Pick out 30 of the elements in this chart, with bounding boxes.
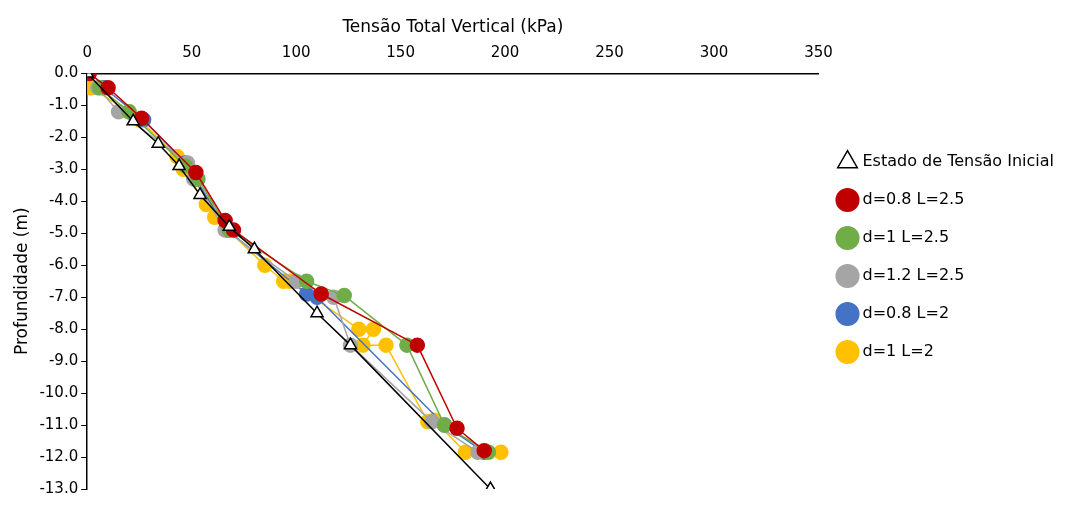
x-tick-label: 200 — [490, 43, 520, 62]
y-tick-label: -9.0 — [48, 351, 79, 370]
y-tick-label: -1.0 — [48, 95, 79, 114]
x-tick-label: 150 — [386, 43, 415, 62]
x-tick-label: 0 — [82, 43, 92, 62]
legend-label: d=1 L=2.5 — [862, 227, 950, 247]
y-tick-label: -7.0 — [48, 287, 79, 306]
x-tick-label: 100 — [281, 43, 311, 62]
y-tick-label: -6.0 — [48, 255, 79, 274]
x-tick-label: 300 — [699, 43, 729, 62]
x-tick-label: 250 — [595, 43, 624, 62]
legend-label: Estado de Tensão Inicial — [862, 151, 1055, 171]
y-tick-label: -4.0 — [48, 191, 79, 210]
y-tick-label: -2.0 — [48, 127, 79, 146]
y-tick-label: -5.0 — [48, 223, 79, 242]
y-tick-label: -13.0 — [39, 478, 79, 497]
legend-label: d=1 L=2 — [862, 341, 934, 361]
y-tick-label: 0.0 — [54, 63, 79, 82]
y-tick-label: -11.0 — [39, 414, 79, 433]
legend-label: d=1.2 L=2.5 — [862, 265, 965, 285]
x-tick-label: 350 — [804, 43, 833, 62]
legend-label: d=0.8 L=2.5 — [862, 189, 965, 209]
y-tick-label: -8.0 — [48, 319, 79, 338]
x-axis-title: Tensão Total Vertical (kPa) — [341, 15, 564, 36]
y-tick-label: -10.0 — [39, 382, 79, 401]
x-tick-label: 50 — [182, 43, 202, 62]
y-tick-label: -12.0 — [39, 446, 79, 465]
legend-label: d=0.8 L=2 — [862, 303, 950, 323]
y-tick-label: -3.0 — [48, 159, 79, 178]
y-axis-title: Profundidade (m) — [10, 207, 31, 356]
